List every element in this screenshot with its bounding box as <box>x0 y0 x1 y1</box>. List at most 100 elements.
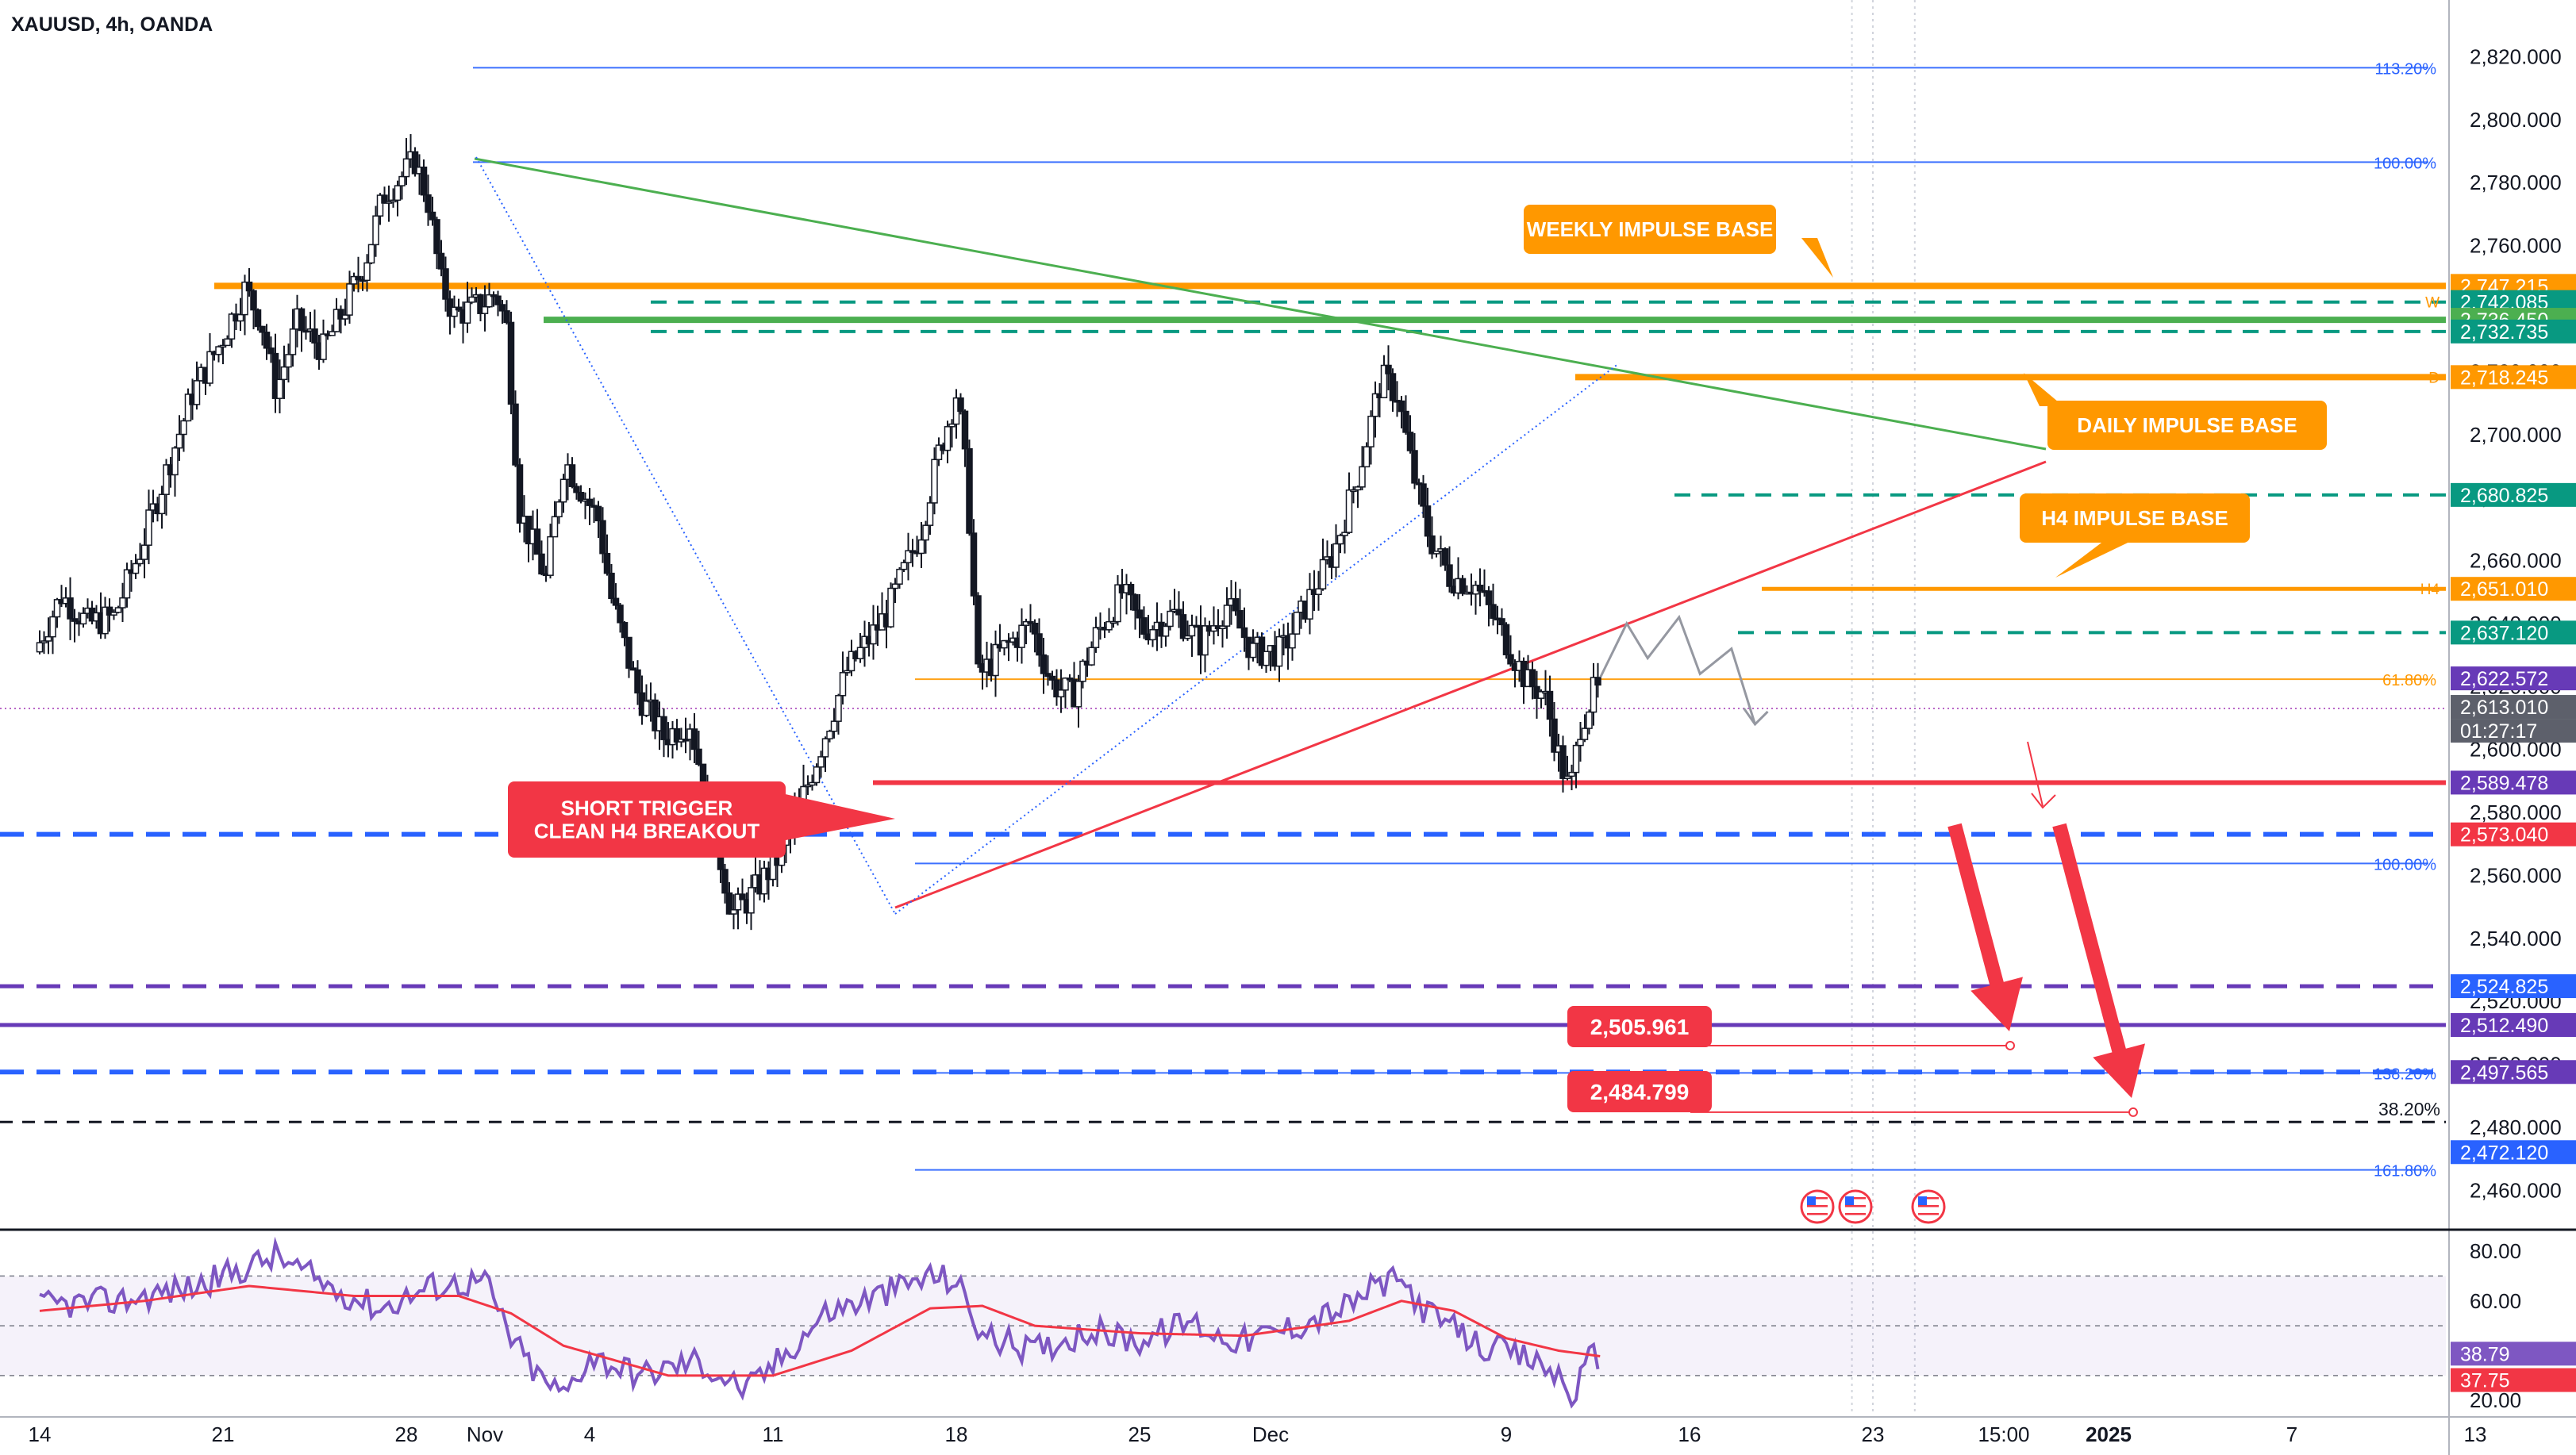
candle-up <box>1201 625 1209 656</box>
us-flag-event-icon <box>1800 1189 1835 1224</box>
candle-up <box>363 262 371 282</box>
fib-diagonal-line <box>894 363 1620 915</box>
candle-down <box>634 669 641 694</box>
time-tick-label: 14 <box>29 1422 52 1446</box>
candle-down <box>67 597 74 620</box>
flag-stripe <box>1807 1205 1828 1207</box>
price-tag-text: 2,613.010 <box>2460 697 2548 719</box>
candle-up <box>119 597 126 608</box>
candle-down <box>1232 597 1240 612</box>
candle-up <box>1079 660 1086 682</box>
projection-arrowhead <box>1743 708 1769 727</box>
candle-down <box>1132 593 1139 611</box>
candle-down <box>1559 745 1567 779</box>
short-trigger-callout-text: CLEAN H4 BREAKOUT <box>534 820 760 843</box>
candle-up <box>559 478 567 503</box>
candle-down <box>250 290 257 311</box>
time-tick-label: 18 <box>945 1422 968 1446</box>
candle-down <box>1398 400 1405 413</box>
candle-down <box>1036 633 1043 656</box>
candle-up <box>1319 559 1327 589</box>
rsi-value-tag <box>2451 1342 2576 1366</box>
target-point-2 <box>2128 1107 2138 1117</box>
candle-down <box>425 194 432 213</box>
candle-up <box>1336 535 1344 545</box>
candle-up <box>402 158 410 178</box>
candle-down <box>599 520 606 555</box>
price-tag-text: 2,651.010 <box>2460 578 2548 601</box>
candle-down <box>494 295 502 305</box>
candle-down <box>617 605 624 624</box>
candle-down <box>961 410 969 450</box>
short-trigger-callout-text: SHORT TRIGGER <box>561 797 733 820</box>
symbol-title[interactable]: XAUUSD, 4h, OANDA <box>11 13 213 36</box>
candle-down <box>1420 483 1427 507</box>
candle-down <box>1428 535 1436 555</box>
candle-down <box>660 716 667 740</box>
price-tag-text: 2,573.040 <box>2460 824 2548 847</box>
candle-down <box>1411 450 1418 484</box>
candle-down <box>538 553 545 575</box>
fib-label: 161.80% <box>2374 1163 2436 1181</box>
candle-up <box>219 344 227 348</box>
candle-up <box>844 670 851 674</box>
candle-up <box>390 199 397 203</box>
candle-down <box>355 275 362 281</box>
candle-up <box>1275 635 1283 667</box>
price-tag <box>2451 482 2576 507</box>
flag-canton <box>1918 1196 1927 1205</box>
candle-up <box>481 305 489 314</box>
price-tag <box>2451 695 2576 720</box>
candle-down <box>721 869 729 894</box>
candle-up <box>887 587 894 628</box>
price-tick-label: 2,700.000 <box>2470 423 2562 447</box>
candle-up <box>1581 728 1589 740</box>
candle-up <box>556 501 563 518</box>
fib-label: 100.00% <box>2374 155 2436 172</box>
candle-down <box>1446 564 1453 587</box>
candle-down <box>429 211 436 221</box>
h4-impulse-callout-text: H4 IMPULSE BASE <box>2041 506 2228 530</box>
candle-up <box>385 201 393 204</box>
target-arrow-2 <box>2052 823 2146 1098</box>
short-trigger-callout <box>508 781 786 858</box>
candle-up <box>730 909 737 915</box>
candle-up <box>398 175 406 186</box>
candle-up <box>1109 620 1117 624</box>
candle-up <box>367 244 375 264</box>
candle-up <box>1371 393 1379 417</box>
candle-up <box>813 766 821 784</box>
candle-up <box>333 309 340 332</box>
candle-up <box>140 544 148 560</box>
price-tag <box>2451 719 2576 743</box>
candle-up <box>1219 625 1226 630</box>
time-tick-label: 21 <box>212 1422 235 1446</box>
candle-down <box>1136 609 1144 619</box>
candle-up <box>215 346 222 355</box>
candle-up <box>1315 588 1322 596</box>
candle-up <box>839 672 847 697</box>
candle-up <box>486 294 493 308</box>
candle-down <box>1389 373 1397 401</box>
candle-up <box>53 599 61 618</box>
time-tick-label: 2025 <box>2086 1422 2132 1446</box>
candle-up <box>992 643 999 677</box>
candle-up <box>830 720 838 732</box>
candle-down <box>1507 654 1514 665</box>
candle-down <box>298 308 306 332</box>
rsi-tick-label: 60.00 <box>2470 1289 2521 1313</box>
time-tick-label: 28 <box>395 1422 418 1446</box>
price-tags-layer[interactable]: 38.7937.752,747.2152,742.0852,736.4502,7… <box>2451 274 2576 1392</box>
price-tag-text: 2,680.825 <box>2460 485 2548 507</box>
candle-up <box>1149 628 1156 641</box>
candle-up <box>1306 589 1313 620</box>
candle-up <box>1332 543 1340 568</box>
flag-stripe <box>1918 1205 1939 1207</box>
candle-down <box>690 728 698 751</box>
candle-up <box>944 426 952 451</box>
price-tag <box>2451 666 2576 691</box>
candle-down <box>573 486 580 493</box>
flag-stripe <box>1845 1205 1866 1207</box>
candle-up <box>1363 446 1371 468</box>
